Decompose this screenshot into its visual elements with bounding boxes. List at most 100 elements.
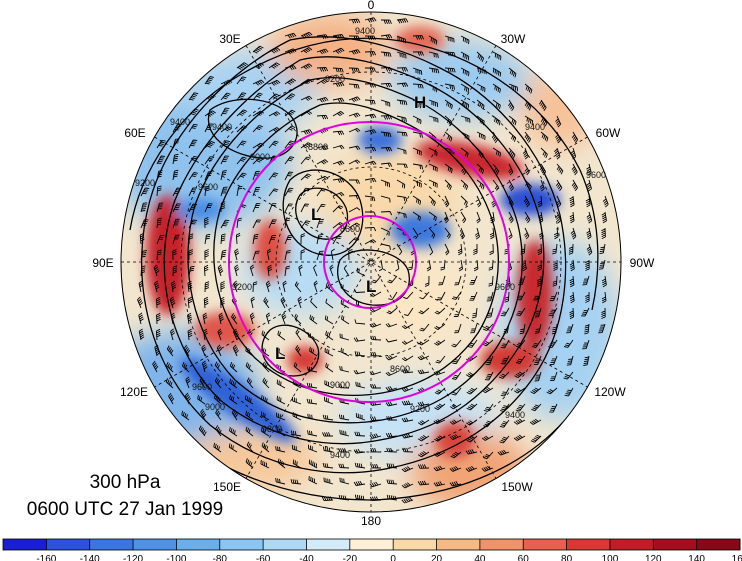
wind-barb: [396, 18, 409, 24]
wind-barb: [300, 249, 305, 261]
wind-barb: [300, 31, 313, 39]
wind-barb: [307, 430, 318, 437]
colorbar-tick-label: -160: [36, 554, 56, 561]
colorbar-swatch: [219, 539, 264, 550]
wind-barb: [601, 307, 606, 319]
wind-barb: [234, 264, 240, 277]
wind-barb: [598, 323, 606, 334]
wind-barb: [156, 185, 162, 197]
wind-barb: [582, 275, 590, 286]
wind-barb: [155, 328, 161, 341]
wind-barb: [137, 296, 144, 309]
wind-barb: [524, 83, 533, 94]
wind-barb: [187, 328, 193, 341]
wind-barb: [321, 496, 334, 502]
colorbar-tick-label: -20: [343, 554, 358, 561]
wind-barb: [203, 296, 209, 309]
wind-barb: [201, 360, 208, 373]
wind-barb: [265, 312, 271, 325]
wind-barb: [539, 99, 547, 111]
wind-barb: [515, 339, 526, 348]
wind-barb: [444, 243, 450, 256]
lon-label-60w: 60W: [596, 126, 621, 140]
contour-label: 9600: [192, 382, 212, 392]
wind-barb: [220, 249, 227, 261]
wind-barb: [585, 195, 591, 208]
wind-barb: [364, 99, 376, 105]
wind-barb: [489, 227, 495, 240]
wind-barb: [332, 160, 345, 166]
wind-barb: [380, 227, 390, 236]
contour-line: [187, 77, 523, 424]
contour-line: [163, 56, 545, 445]
wind-barb: [220, 170, 227, 181]
wind-barb: [380, 115, 393, 120]
wind-barb: [332, 47, 345, 54]
wind-barb: [252, 92, 263, 101]
wind-barb: [500, 307, 510, 317]
wind-barb: [233, 280, 239, 293]
wind-barb: [284, 187, 294, 197]
low-center-marker: L: [275, 344, 285, 363]
wind-barb: [292, 396, 302, 405]
wind-barb: [412, 195, 422, 205]
wind-barb: [555, 115, 562, 128]
wind-barb: [316, 250, 324, 261]
wind-barb: [569, 259, 575, 272]
wind-barb: [236, 172, 247, 181]
wind-barb: [451, 339, 462, 348]
wind-barb: [369, 307, 382, 313]
wind-barb: [417, 354, 430, 361]
wind-barb: [396, 115, 407, 123]
wind-barb: [530, 387, 542, 394]
wind-barb: [268, 188, 279, 197]
wind-barb: [281, 312, 287, 325]
wind-barb: [444, 227, 451, 239]
wind-barb: [585, 259, 590, 271]
wind-barb: [460, 211, 467, 224]
wind-barb: [364, 113, 377, 119]
wind-barb: [349, 179, 360, 184]
wind-barb: [324, 315, 334, 325]
wind-barb: [380, 19, 392, 24]
wind-barb: [284, 156, 295, 165]
wind-barb: [332, 111, 345, 117]
wind-barb: [492, 99, 501, 110]
wind-barb: [564, 387, 574, 397]
wind-barb: [444, 131, 453, 142]
wind-barb: [284, 250, 291, 261]
wind-barb: [508, 179, 514, 192]
wind-barb: [316, 159, 329, 165]
wind-barb: [481, 386, 494, 394]
wind-barb: [508, 67, 517, 78]
wind-barb: [316, 48, 329, 55]
wind-barb: [266, 248, 272, 261]
wind-barb: [354, 351, 366, 357]
wind-barb: [380, 99, 391, 107]
wind-barb: [252, 45, 264, 54]
wind-barb: [329, 264, 334, 277]
wind-barb: [236, 109, 248, 117]
wind-barb: [220, 155, 230, 165]
wind-barb: [570, 227, 577, 240]
wind-barb: [417, 369, 430, 375]
wind-barb: [353, 337, 366, 342]
wind-barb: [246, 441, 254, 453]
lon-label-120w: 120W: [594, 385, 626, 399]
wind-barb: [300, 233, 305, 245]
wind-barb: [396, 67, 409, 72]
wind-barb: [268, 111, 281, 117]
wind-barb: [140, 187, 150, 197]
wind-barb: [529, 418, 542, 425]
wind-barb: [553, 259, 558, 271]
wind-barb: [245, 410, 254, 421]
wind-barb: [460, 115, 471, 123]
wind-barb: [500, 339, 510, 349]
wind-barb: [354, 462, 366, 469]
wind-barb: [385, 338, 398, 343]
wind-barb: [204, 233, 211, 245]
wind-barb: [428, 99, 439, 108]
wind-barb: [364, 195, 376, 202]
wind-barb: [549, 403, 558, 413]
wind-barb: [412, 83, 424, 89]
